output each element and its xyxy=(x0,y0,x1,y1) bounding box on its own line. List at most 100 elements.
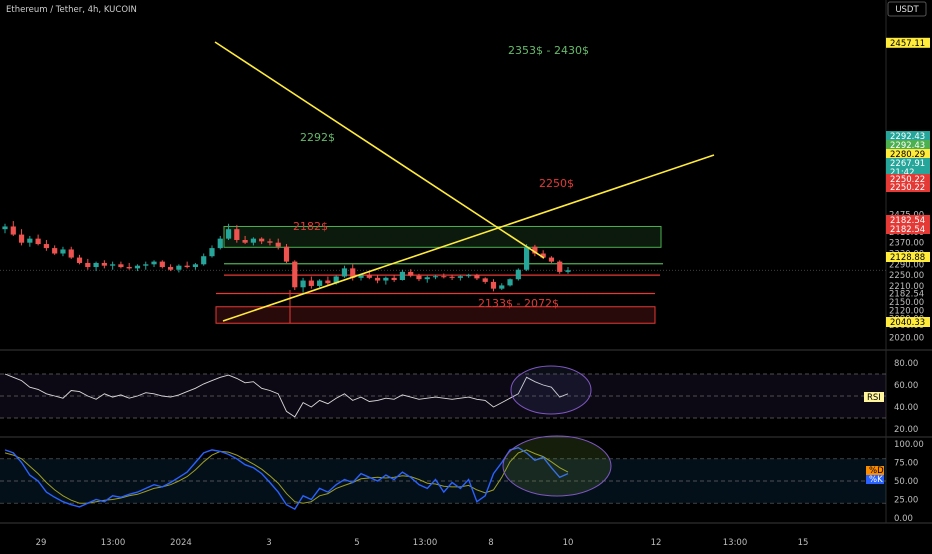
rsi-pane[interactable] xyxy=(0,365,886,419)
time-tick-label: 29 xyxy=(36,538,47,548)
currency-button[interactable]: USDT xyxy=(887,1,927,17)
price-badge-bg xyxy=(886,252,930,262)
candle-body xyxy=(18,234,25,243)
ascending-trendline[interactable] xyxy=(222,154,715,322)
stochastic-pane[interactable] xyxy=(0,435,886,511)
descending-trendline[interactable] xyxy=(214,41,545,259)
candle xyxy=(532,244,538,257)
candle xyxy=(151,260,157,268)
price-badge-text: 2040.33 xyxy=(890,318,925,328)
candle xyxy=(225,223,232,240)
price-badge-text: 2292.43 xyxy=(890,141,925,151)
candle xyxy=(126,262,132,270)
candle xyxy=(300,277,306,293)
candle-body xyxy=(490,281,497,289)
rsi-tick-label: 60.00 xyxy=(894,381,918,391)
price-badge-text: 2292.43 xyxy=(890,132,925,142)
price-badge-text: 2267.91 xyxy=(890,159,925,169)
candle-body xyxy=(250,238,256,243)
candle-body xyxy=(201,256,207,265)
candle xyxy=(416,273,422,282)
candle-body xyxy=(275,242,281,247)
candle xyxy=(482,277,488,284)
price-tick-label: 2370.00 xyxy=(889,239,924,249)
candle-body xyxy=(101,262,107,266)
time-tick-label: 13:00 xyxy=(723,538,748,548)
price-badge-bg xyxy=(886,167,930,177)
candle-body xyxy=(60,249,66,254)
candle-body xyxy=(416,275,422,280)
candle xyxy=(85,258,91,270)
candle xyxy=(110,261,116,270)
candle-body xyxy=(225,229,232,239)
candle-body xyxy=(209,248,215,257)
stoch-tick-label: 25.00 xyxy=(894,496,918,506)
stoch-tick-label: 50.00 xyxy=(894,477,918,487)
candle-body xyxy=(449,276,455,278)
demand-zone-box[interactable] xyxy=(215,306,656,324)
candle xyxy=(565,267,571,274)
candle-body xyxy=(35,238,41,245)
candle xyxy=(524,244,530,272)
stoch-k-badge-bg xyxy=(866,475,884,484)
candle xyxy=(27,235,33,247)
candle xyxy=(499,283,505,290)
candle-body xyxy=(184,265,190,268)
candle-body xyxy=(2,226,8,230)
candle-body xyxy=(118,264,124,268)
candle xyxy=(60,246,66,257)
candle xyxy=(35,234,41,246)
stoch-highlight-ellipse[interactable] xyxy=(502,435,612,497)
candle-body xyxy=(457,276,463,278)
candle-body xyxy=(217,238,223,249)
candle-body xyxy=(424,277,430,280)
candle-body xyxy=(350,268,356,278)
candle xyxy=(341,265,348,278)
stoch-tick-label: 75.00 xyxy=(894,459,918,469)
stoch-d-line[interactable] xyxy=(4,449,569,504)
candle-body xyxy=(27,238,33,243)
price-badge: 2292.43 xyxy=(886,140,930,151)
candle-body xyxy=(507,279,513,286)
candle xyxy=(374,275,381,284)
demand-zone-label: 2133$ - 2072$ xyxy=(478,297,559,310)
candle-body xyxy=(308,280,314,286)
time-tick-label: 13:00 xyxy=(413,538,438,548)
candle-body xyxy=(474,275,480,279)
candle-body xyxy=(300,280,306,288)
candle xyxy=(292,260,298,290)
rsi-badge-bg xyxy=(864,392,884,402)
candle-body xyxy=(283,246,290,262)
candle xyxy=(308,276,314,289)
time-tick-label: 5 xyxy=(354,538,359,548)
candle-body xyxy=(176,265,182,270)
price-tick-label: 2150.00 xyxy=(889,298,924,308)
price-badge: 2182.54 xyxy=(886,215,930,226)
candle xyxy=(283,244,290,263)
rsi-highlight-ellipse[interactable] xyxy=(510,365,592,415)
candle-body xyxy=(524,246,530,270)
supply-zone-box[interactable] xyxy=(223,225,662,248)
stoch-d-badge-text: %D xyxy=(869,466,884,476)
stoch-d-badge: %D xyxy=(866,466,884,476)
price-badge: 2267.91 xyxy=(886,158,930,169)
price-badge-text: 2280.29 xyxy=(890,150,925,160)
stoch-k-line[interactable] xyxy=(4,446,569,511)
time-tick-label: 10 xyxy=(563,538,574,548)
candle xyxy=(2,223,8,234)
rsi-line[interactable] xyxy=(4,373,569,418)
candle xyxy=(143,261,149,270)
candle-body xyxy=(325,280,331,284)
price-pane[interactable]: 2353$ - 2430$ 2292$ 2250$ 2182$ 2133$ - 2072… xyxy=(0,41,886,324)
stoch-k-badge-text: %K xyxy=(869,475,883,485)
candle xyxy=(101,260,107,269)
candle xyxy=(242,235,248,245)
candle-body xyxy=(515,269,521,280)
candle xyxy=(76,254,83,265)
candle xyxy=(432,274,439,280)
price-badge-bg xyxy=(886,174,930,184)
candle xyxy=(466,273,472,278)
price-tick-label: 2290.00 xyxy=(889,260,924,270)
